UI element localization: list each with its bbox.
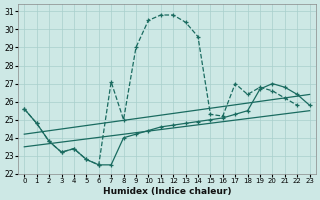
X-axis label: Humidex (Indice chaleur): Humidex (Indice chaleur) xyxy=(103,187,231,196)
